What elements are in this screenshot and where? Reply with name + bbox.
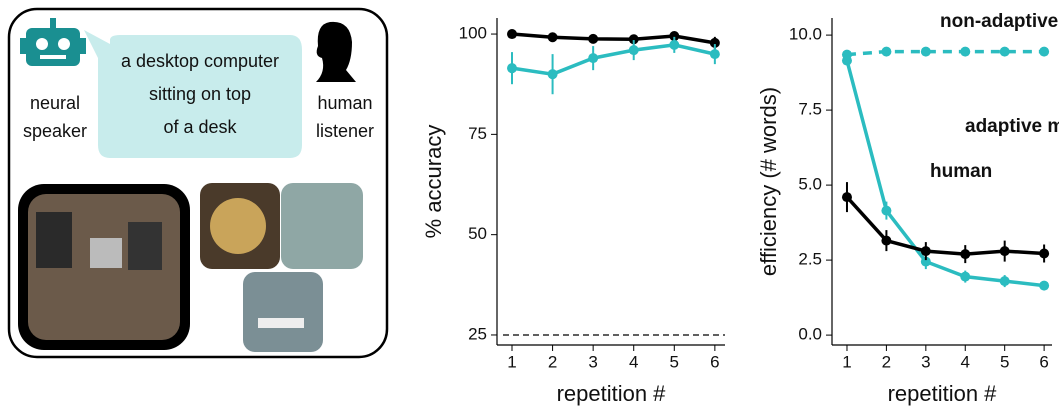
- point: [588, 53, 598, 63]
- y-tick-label: 75: [468, 124, 487, 143]
- x-tick-label: 3: [921, 352, 930, 371]
- point: [1039, 249, 1049, 259]
- point: [1000, 276, 1010, 286]
- x-tick-label: 2: [882, 352, 891, 371]
- image-detail: [128, 222, 162, 270]
- y-tick-label: 10.0: [789, 25, 822, 44]
- point: [669, 40, 679, 50]
- x-tick-label: 1: [842, 352, 851, 371]
- image-detail: [258, 318, 304, 328]
- listener-label: human: [317, 93, 372, 113]
- x-tick-label: 3: [588, 352, 597, 371]
- listener-label: listener: [316, 121, 374, 141]
- series-line: [512, 34, 715, 43]
- y-tick-label: 5.0: [798, 175, 822, 194]
- x-tick-label: 4: [629, 352, 638, 371]
- point: [960, 249, 970, 259]
- x-tick-label: 4: [961, 352, 970, 371]
- series-line: [512, 45, 715, 74]
- utterance: sitting on top: [149, 84, 251, 104]
- x-tick-label: 1: [507, 352, 516, 371]
- y-tick-label: 100: [459, 24, 487, 43]
- series-line: [847, 197, 1044, 254]
- point: [960, 47, 970, 57]
- point: [921, 246, 931, 256]
- x-axis-label: repetition #: [888, 381, 998, 406]
- y-axis-label: % accuracy: [421, 125, 446, 239]
- point: [1000, 246, 1010, 256]
- y-tick-label: 2.5: [798, 250, 822, 269]
- figure: neural speaker a desktop computer sittin…: [0, 0, 1059, 412]
- series-label: adaptive model: [965, 116, 1059, 137]
- y-tick-label: 0.0: [798, 325, 822, 344]
- point: [921, 47, 931, 57]
- point: [881, 236, 891, 246]
- utterance: a desktop computer: [121, 51, 279, 71]
- point: [1039, 47, 1049, 57]
- point: [548, 69, 558, 79]
- y-tick-label: 50: [468, 224, 487, 243]
- point: [881, 206, 891, 216]
- image-detail: [90, 238, 122, 268]
- series-label: human: [930, 161, 992, 182]
- x-tick-label: 5: [670, 352, 679, 371]
- image-detail: [210, 198, 266, 254]
- point: [710, 49, 720, 59]
- point: [960, 272, 970, 282]
- point: [842, 56, 852, 66]
- point: [842, 192, 852, 202]
- point: [881, 47, 891, 57]
- x-axis-label: repetition #: [557, 381, 667, 406]
- speaker-label: neural: [30, 93, 80, 113]
- x-tick-label: 2: [548, 352, 557, 371]
- utterance: of a desk: [163, 117, 237, 137]
- series-line: [847, 52, 1044, 55]
- y-tick-label: 7.5: [798, 100, 822, 119]
- point: [548, 32, 558, 42]
- point: [1000, 47, 1010, 57]
- y-axis-label: efficiency (# words): [756, 87, 781, 276]
- point: [1039, 281, 1049, 291]
- distractor-image: [243, 272, 323, 352]
- y-tick-label: 25: [468, 324, 487, 343]
- x-tick-label: 6: [710, 352, 719, 371]
- x-tick-label: 5: [1000, 352, 1009, 371]
- speaker-label: speaker: [23, 121, 87, 141]
- image-detail: [36, 212, 72, 268]
- point: [507, 63, 517, 73]
- point: [507, 29, 517, 39]
- series-label: non-adaptive baseline: [940, 11, 1059, 32]
- point: [629, 45, 639, 55]
- point: [588, 34, 598, 44]
- x-tick-label: 6: [1039, 352, 1048, 371]
- diagram-panel: neural speaker a desktop computer sittin…: [9, 9, 387, 357]
- distractor-image: [281, 183, 363, 269]
